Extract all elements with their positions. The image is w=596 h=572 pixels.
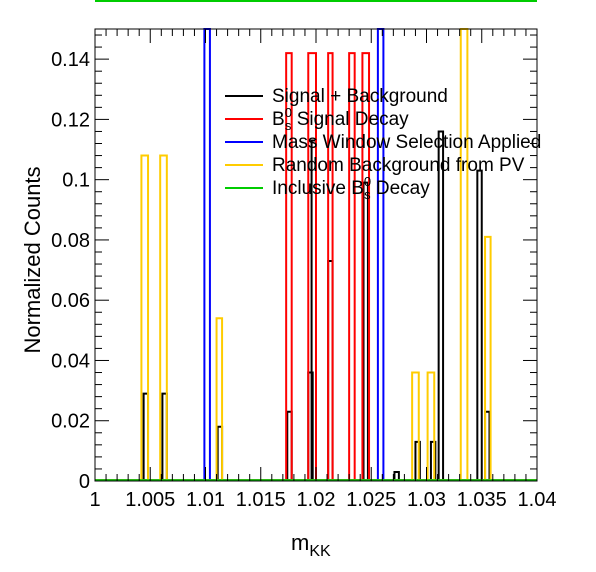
series-0-bar-9 [414,440,421,481]
series-0-bar-7 [362,181,369,481]
series-1-bar-3 [348,52,356,481]
x-tick-label: 1.005 [125,489,175,511]
legend-label-4: Inclusive B0 s Decay [272,174,430,202]
x-tick-label: 1 [89,489,100,511]
y-tick-label: 0 [79,471,90,493]
series-3-bar-5 [459,28,469,481]
x-tick-label: 1.015 [236,489,286,511]
series-3-bar-1 [159,154,168,481]
x-tick-label: 1.03 [407,489,446,511]
series-1-bar-2 [327,52,334,481]
x-tick-label: 1.04 [518,489,557,511]
series-0-bar-10 [429,440,437,481]
series-1-bar-1 [307,52,317,481]
series-0-bar-12 [476,169,483,481]
y-axis-ticks: 0 0.02 0.04 0.06 0.08 0.1 0.12 0.14 [51,34,537,493]
series-3-bar-4 [426,371,436,481]
legend-label-3: Random Background from PV [272,155,525,176]
x-tick-label: 1.035 [457,489,507,511]
x-tick-label: 1.02 [297,489,336,511]
y-axis-title: Normalized Counts [20,166,45,353]
legend-label-1: B0 s Signal Decay [272,105,409,133]
x-axis-ticks: 1 1.005 1.01 1.015 1.02 1.025 1.03 1.035 1.04 [89,29,556,511]
series-3-bar-2 [215,317,224,481]
y-tick-label: 0.08 [51,230,90,252]
legend-label-0: Signal + Background [272,86,448,107]
series-3-bar-0 [140,154,150,481]
y-tick-label: 0.06 [51,290,90,312]
series-0-bar-8 [393,470,400,481]
legend-label-2: Mass Window Selection Applied [272,132,541,153]
series-0-bar-11 [437,130,445,481]
x-tick-label: 1.01 [186,489,225,511]
x-axis-title-main: m [291,530,309,555]
x-axis-title-subscript: KK [309,543,331,560]
y-tick-label: 0.02 [51,411,90,433]
y-tick-label: 0.04 [51,350,90,372]
series-3-bar-6 [484,235,492,481]
series-1-bar-0 [285,52,293,481]
x-tick-label: 1.025 [346,489,396,511]
y-tick-label: 0.14 [51,49,90,71]
x-axis-title: mKK [291,530,331,560]
series-2-bar-0 [203,28,211,481]
y-tick-label: 0.12 [51,109,90,131]
y-tick-label: 0.1 [62,170,90,192]
series-1-bar-4 [361,52,371,481]
series-3-bar-3 [411,371,420,481]
